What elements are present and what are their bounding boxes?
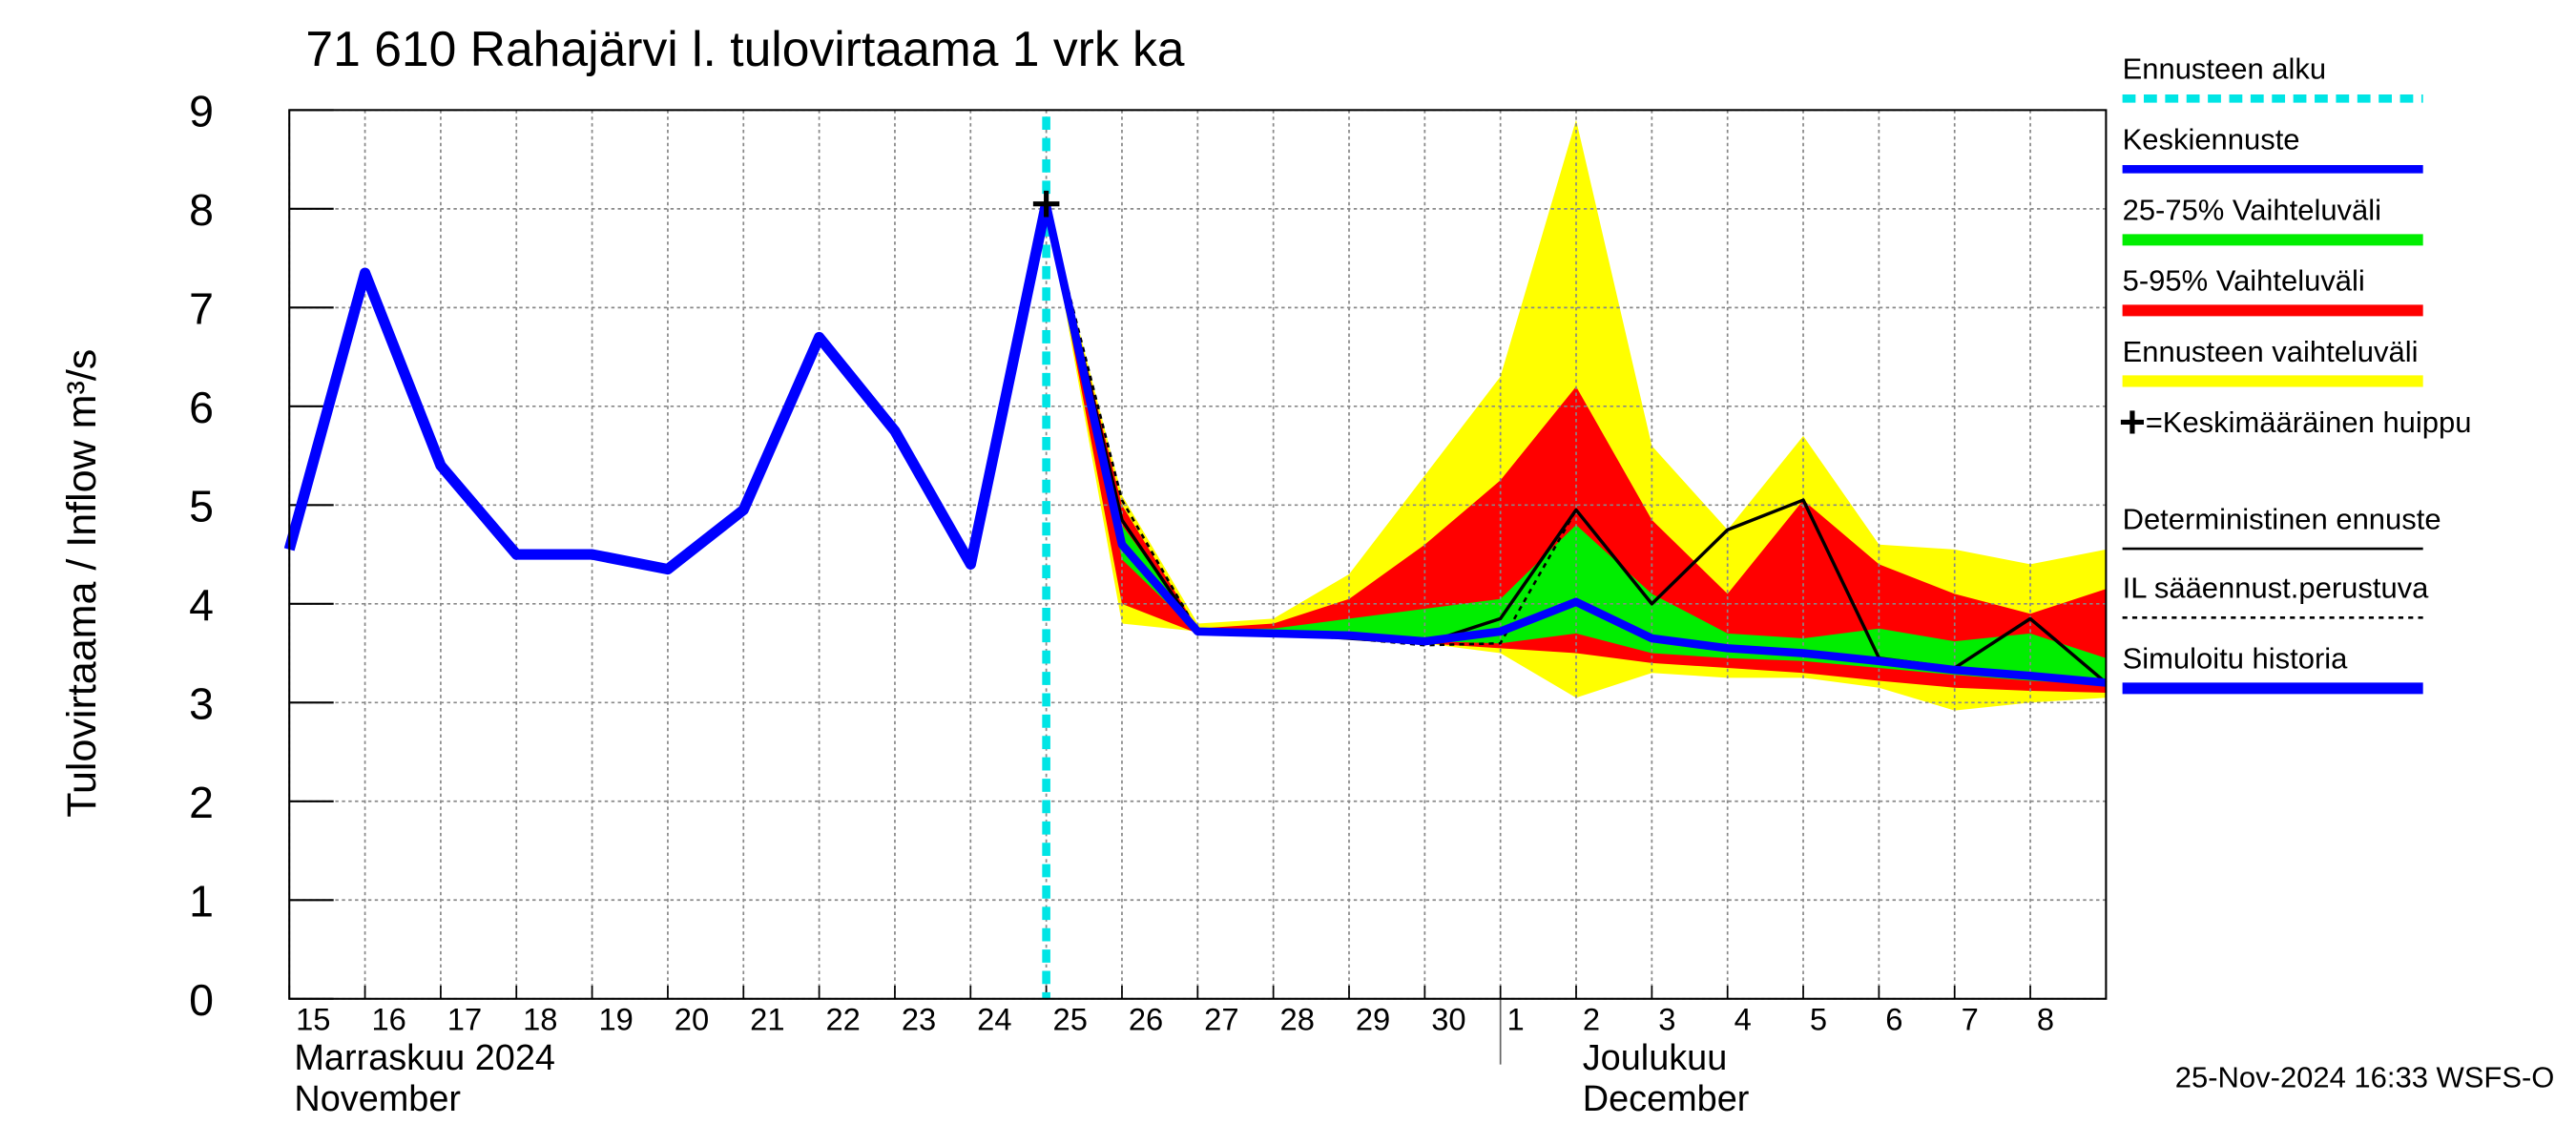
x-tick-label: 16 [371,1001,405,1036]
y-tick-label: 0 [189,975,214,1025]
series-line [1045,203,1653,647]
x-tick-label: 1 [1507,1001,1525,1036]
series-line [283,202,1052,575]
legend-label: 5-95% Vaihteluväli [2123,264,2365,298]
y-tick-label: 5 [189,482,214,531]
legend-label: IL sääennust.perustuva [2123,572,2430,605]
x-tick-label: 19 [598,1001,633,1036]
legend-label: 25-75% Vaihteluväli [2123,194,2381,227]
x-tick-label: 3 [1658,1001,1675,1036]
y-tick-label: 3 [189,679,214,729]
x-tick-label: 17 [447,1001,482,1036]
x-tick-label: 4 [1735,1001,1752,1036]
x-tick-label: 20 [675,1001,709,1036]
peak-marker [1032,190,1060,218]
x-tick-label: 23 [902,1001,936,1036]
y-tick-label: 1 [189,876,214,926]
month-label: November [294,1079,461,1119]
series-line [1042,202,2107,687]
x-tick-label: 22 [825,1001,860,1036]
legend-label: Simuloitu historia [2123,642,2349,676]
timestamp: 25-Nov-2024 16:33 WSFS-O [2175,1061,2555,1094]
plot-frame [288,109,2108,1000]
x-tick-label: 27 [1204,1001,1238,1036]
x-tick-label: 6 [1885,1001,1902,1036]
x-tick-label: 7 [1962,1001,1979,1036]
x-tick-label: 29 [1356,1001,1390,1036]
month-label: Marraskuu 2024 [294,1038,555,1078]
x-tick-label: 25 [1053,1001,1088,1036]
legend-label: Ennusteen vaihteluväli [2123,335,2419,368]
y-tick-label: 8 [189,185,214,235]
y-tick-label: 9 [189,87,214,136]
x-tick-label: 26 [1129,1001,1163,1036]
legend-label: Keskiennuste [2123,123,2300,156]
chart-title: 71 610 Rahajärvi l. tulovirtaama 1 vrk k… [305,21,1184,76]
x-tick-label: 18 [523,1001,557,1036]
y-axis-label: Tulovirtaama / Inflow m³/s [59,349,105,818]
y-tick-label: 2 [189,778,214,827]
legend-label: Ennusteen alku [2123,52,2327,86]
month-label: Joulukuu [1583,1038,1728,1078]
y-tick-label: 4 [189,580,214,630]
x-tick-label: 24 [977,1001,1011,1036]
legend-label: Deterministinen ennuste [2123,502,2441,535]
x-tick-label: 8 [2037,1001,2054,1036]
x-tick-label: 2 [1583,1001,1600,1036]
x-tick-label: 15 [296,1001,330,1036]
x-tick-label: 5 [1810,1001,1827,1036]
month-label: December [1583,1079,1750,1119]
x-tick-label: 21 [750,1001,784,1036]
y-tick-label: 6 [189,383,214,432]
legend-label: =Keskimääräinen huippu [2146,406,2472,439]
y-tick-label: 7 [189,284,214,334]
legend-peak-icon [2120,410,2144,434]
x-tick-label: 30 [1431,1001,1465,1036]
x-tick-label: 28 [1280,1001,1315,1036]
